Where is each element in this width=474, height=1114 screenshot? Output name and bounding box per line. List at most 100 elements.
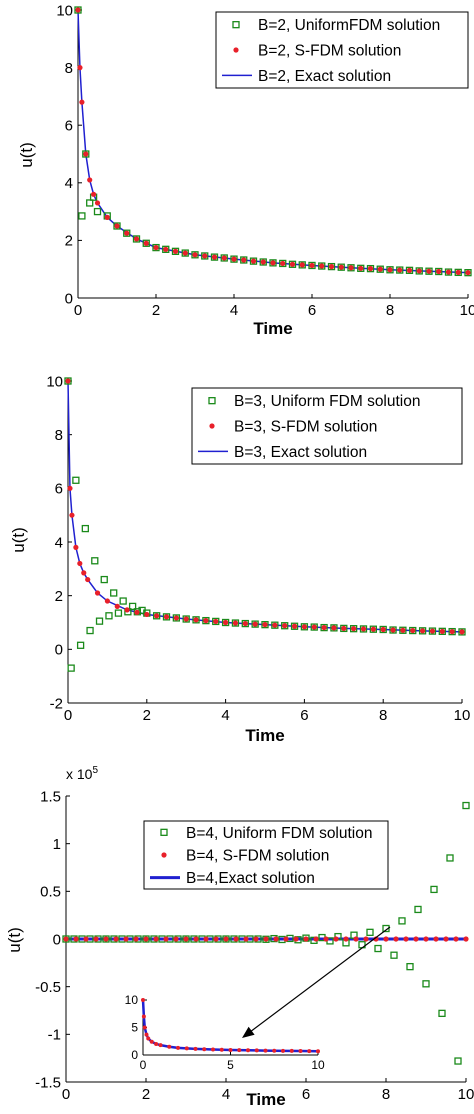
dot-marker (93, 936, 99, 942)
dot-marker (338, 264, 344, 270)
square-marker (462, 801, 470, 810)
legend-label: B=4,Exact solution (186, 870, 315, 887)
dot-marker (73, 936, 79, 942)
dot-marker (289, 1048, 294, 1053)
square-marker (398, 917, 406, 925)
square-marker (366, 264, 375, 273)
square-marker (438, 627, 446, 636)
square-marker (91, 557, 99, 565)
dot-marker (144, 611, 150, 618)
dot-marker (203, 618, 209, 624)
arrow-shaft (249, 926, 391, 1033)
dot-marker (272, 1048, 277, 1053)
dot-marker (463, 936, 469, 942)
square-marker (162, 613, 171, 621)
dot-marker (406, 267, 413, 273)
square-marker (409, 626, 417, 635)
square-marker (142, 935, 150, 943)
dot-marker (79, 99, 85, 105)
dot-marker (253, 936, 259, 942)
dot-marker (400, 627, 406, 633)
dot-marker (167, 1044, 172, 1049)
x-tick-label: 2 (152, 302, 160, 319)
x-tick-label: 2 (143, 707, 151, 724)
legend-square (208, 397, 216, 405)
dot-marker (202, 253, 208, 259)
square-marker (390, 951, 398, 959)
square-marker (448, 627, 456, 636)
square-marker (428, 627, 437, 635)
dot-marker (358, 265, 364, 271)
dot-marker (143, 936, 149, 942)
dot-marker (316, 1049, 320, 1054)
square-marker (340, 624, 348, 633)
y-tick-label: 4 (55, 534, 63, 551)
dot-marker (114, 223, 120, 229)
legend-box (191, 387, 463, 465)
dot-marker (233, 936, 239, 942)
square-marker (464, 269, 472, 277)
dot-marker (449, 629, 455, 635)
dot-marker (436, 268, 442, 275)
dot-marker (237, 1048, 242, 1053)
square-marker (191, 251, 199, 259)
x-tick-label: 0 (64, 707, 72, 724)
dot-marker (242, 620, 248, 627)
y-tick-label: 2 (55, 588, 63, 605)
square-marker (86, 626, 94, 635)
square-marker (86, 199, 94, 207)
dot-marker (299, 262, 305, 268)
dot-marker (142, 1025, 147, 1030)
dot-marker (433, 936, 439, 942)
dot-marker (77, 65, 83, 71)
dot-marker (103, 936, 109, 942)
square-marker (172, 614, 181, 622)
dot-marker (328, 264, 335, 270)
dot-marker (221, 255, 227, 261)
dot-marker (281, 1048, 285, 1053)
square-marker (123, 229, 131, 237)
square-marker (202, 616, 210, 625)
dot-marker (141, 1014, 146, 1019)
dot-marker (94, 200, 101, 206)
square-marker (259, 258, 267, 266)
dot-marker (341, 625, 347, 632)
dot-marker (403, 936, 409, 942)
plot-frame (143, 1000, 318, 1055)
dot-marker (104, 214, 110, 220)
dot-marker (219, 1047, 224, 1052)
dot-marker (420, 628, 426, 634)
square-marker (444, 268, 453, 276)
square-marker (271, 621, 279, 629)
square-marker (406, 962, 414, 971)
dot-marker (63, 936, 69, 942)
dot-marker (367, 266, 374, 272)
square-marker (288, 260, 297, 268)
legend-label: B=3, S-FDM solution (234, 419, 377, 436)
dot-marker (429, 628, 436, 634)
dot-marker (262, 622, 268, 628)
dot-marker (144, 1032, 149, 1037)
dot-marker (348, 265, 354, 271)
x-tick-label: 4 (222, 1086, 230, 1103)
dot-marker (293, 936, 299, 942)
dot-marker (252, 621, 258, 627)
x-tick-label: 8 (386, 302, 394, 319)
dot-marker (272, 622, 278, 628)
dot-marker (149, 1039, 154, 1044)
dot-marker (363, 936, 369, 942)
dot-marker (241, 257, 247, 263)
square-marker (221, 618, 230, 627)
dot-marker (260, 259, 266, 265)
dot-marker (228, 1047, 233, 1052)
dot-marker (303, 936, 309, 942)
dot-marker (163, 614, 170, 620)
y-tick-label: 0 (131, 1048, 138, 1062)
dot-marker (246, 1048, 250, 1053)
dot-marker (232, 620, 239, 626)
inset: 0 5 10 0 5 10 (125, 993, 325, 1072)
square-marker (102, 935, 110, 943)
square-marker (171, 247, 180, 255)
dot-marker (223, 619, 229, 626)
square-marker (347, 264, 355, 272)
